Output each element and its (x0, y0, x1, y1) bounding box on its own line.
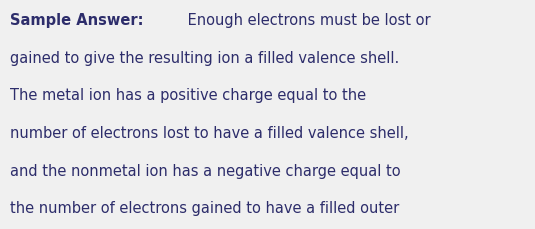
Text: gained to give the resulting ion a filled valence shell.: gained to give the resulting ion a fille… (10, 50, 400, 65)
Text: Sample Answer:: Sample Answer: (10, 13, 144, 28)
Text: and the nonmetal ion has a negative charge equal to: and the nonmetal ion has a negative char… (10, 163, 401, 178)
Text: The metal ion has a positive charge equal to the: The metal ion has a positive charge equa… (10, 88, 366, 103)
Text: number of electrons lost to have a filled valence shell,: number of electrons lost to have a fille… (10, 125, 409, 140)
Text: Enough electrons must be lost or: Enough electrons must be lost or (182, 13, 430, 28)
Text: the number of electrons gained to have a filled outer: the number of electrons gained to have a… (10, 200, 400, 215)
